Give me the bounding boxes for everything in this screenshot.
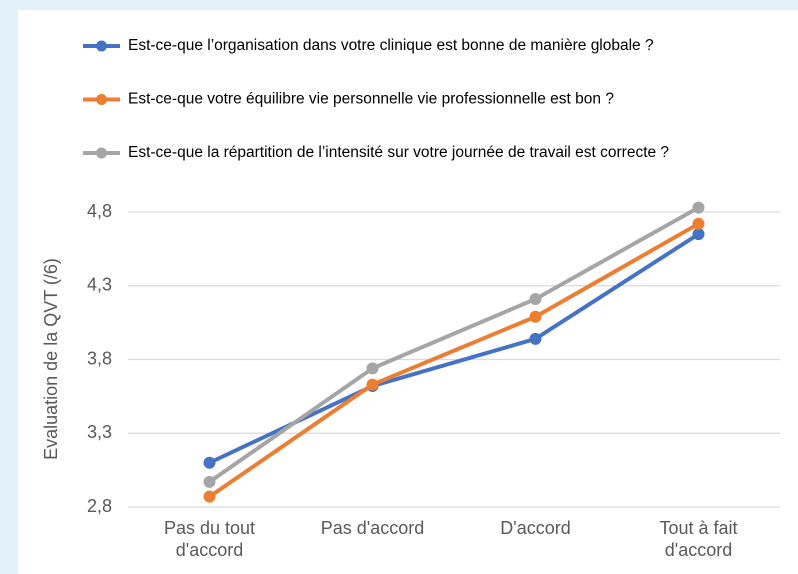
x-tick-line: Pas du tout — [164, 518, 255, 538]
point — [692, 217, 705, 230]
x-tick-line: D'accord — [500, 518, 570, 538]
legend-label: Est-ce-que la répartition de l’intensité… — [128, 144, 669, 161]
y-tick-label: 3,8 — [87, 348, 112, 368]
point — [529, 293, 542, 306]
point — [203, 490, 216, 503]
y-axis-label: Evaluation de la QVT (/6) — [41, 258, 61, 460]
series-line — [208, 222, 700, 499]
legend-marker — [96, 40, 107, 52]
x-tick-line: Tout à fait — [659, 518, 737, 538]
legend-label: Est-ce-que votre équilibre vie personnel… — [128, 91, 614, 108]
legend-marker — [96, 94, 107, 105]
y-tick-label: 4,8 — [87, 201, 112, 221]
x-tick-label: Tout à fait d'accord — [659, 518, 737, 560]
x-tick-label: D'accord — [500, 518, 570, 538]
point — [529, 310, 542, 323]
point — [203, 475, 216, 488]
x-tick-line: Pas d'accord — [321, 518, 425, 538]
legend-marker — [96, 147, 107, 159]
y-tick-label: 3,3 — [87, 422, 112, 442]
legend-label: Est-ce-que l’organisation dans votre cli… — [128, 37, 654, 54]
series-line — [208, 205, 700, 484]
point — [692, 201, 705, 214]
point — [692, 228, 705, 241]
y-tick-label: 4,3 — [87, 275, 112, 295]
point — [366, 378, 379, 391]
point — [529, 332, 542, 345]
x-tick-line: d'accord — [665, 540, 732, 560]
x-tick-label: Pas d'accord — [321, 518, 425, 538]
y-tick-label: 2,8 — [87, 496, 112, 516]
point — [203, 456, 216, 469]
x-tick-line: d'accord — [176, 540, 243, 560]
x-tick-label: Pas du tout d'accord — [164, 518, 255, 560]
panel — [18, 10, 798, 574]
point — [366, 362, 379, 375]
